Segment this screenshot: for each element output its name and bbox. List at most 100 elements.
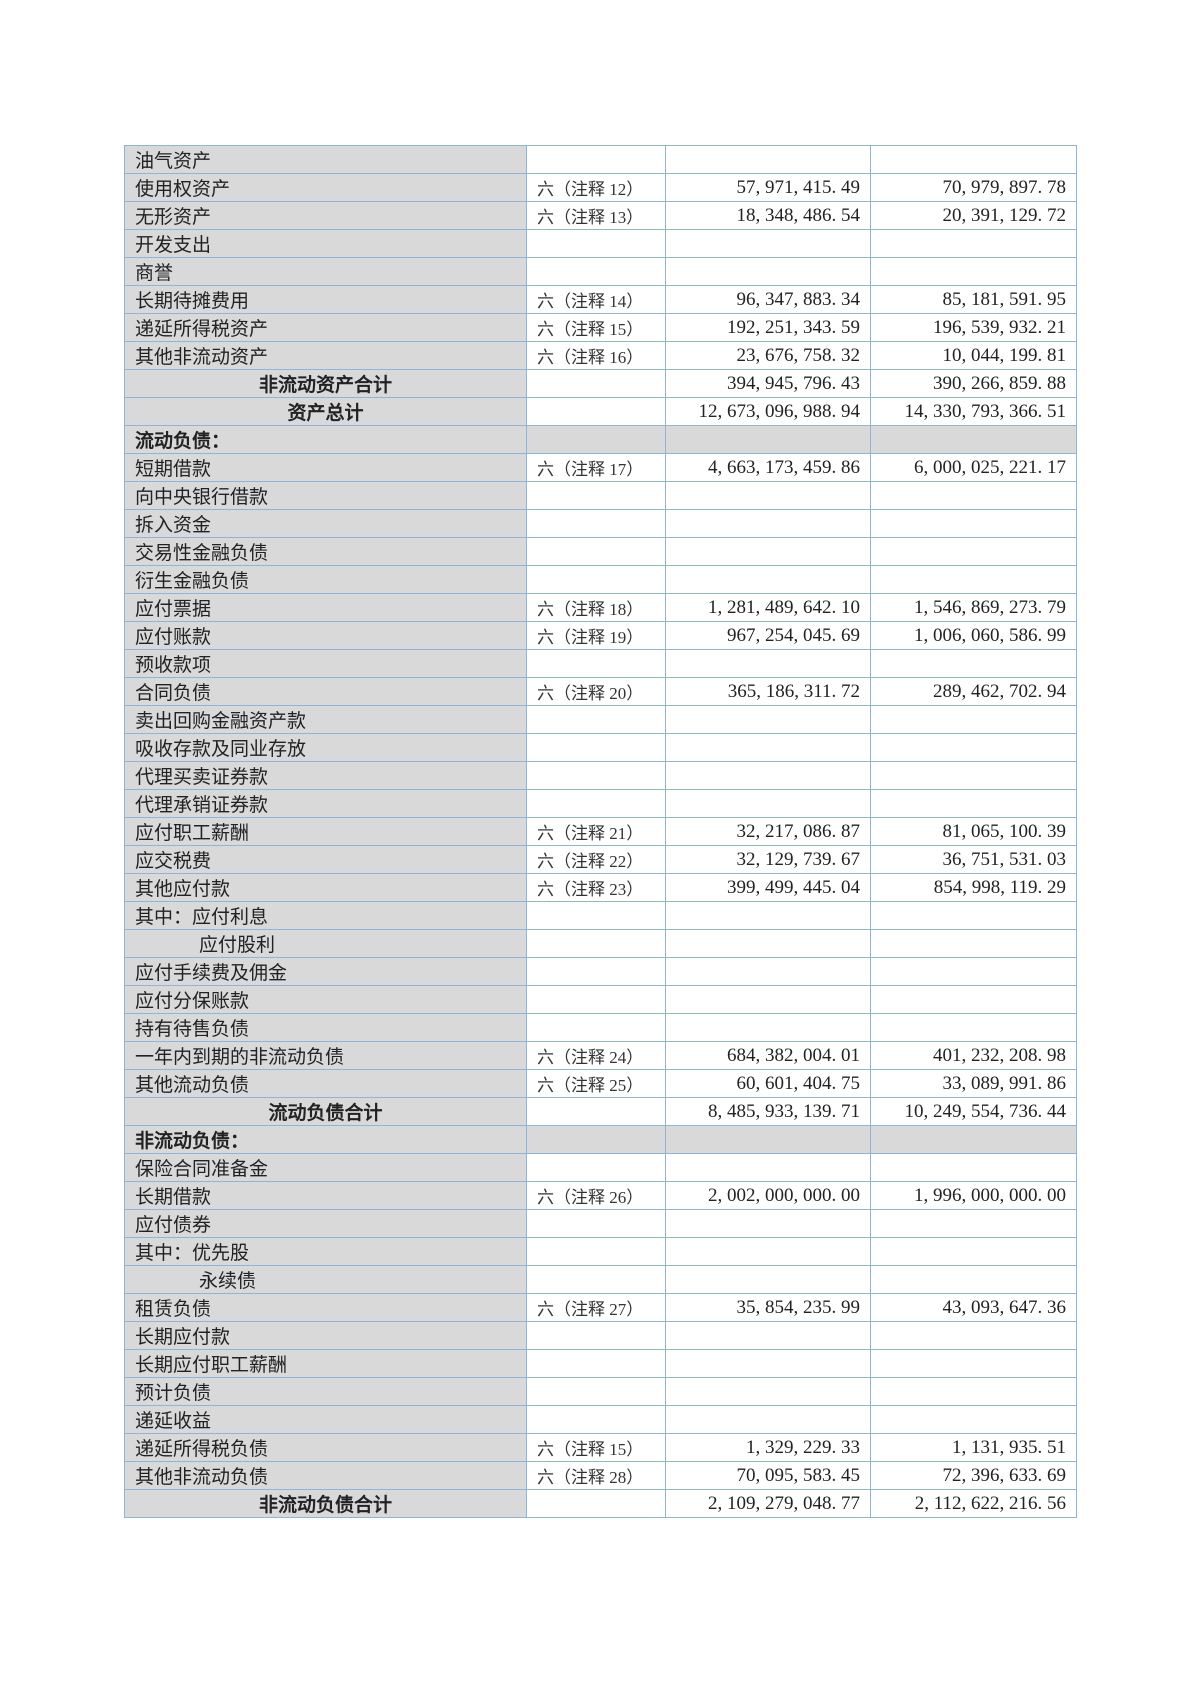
prior-period-amount [870, 649, 1077, 678]
row-label: 持有待售负债 [124, 1013, 527, 1042]
note-reference [526, 537, 666, 566]
current-period-amount [665, 1209, 871, 1238]
row-label: 其他应付款 [124, 873, 527, 902]
current-period-amount: 1, 329, 229. 33 [665, 1433, 871, 1462]
current-period-amount: 1, 281, 489, 642. 10 [665, 593, 871, 622]
section-header-row: 流动负债： [124, 425, 1077, 454]
prior-period-amount [870, 1321, 1077, 1350]
prior-period-amount [870, 1237, 1077, 1266]
current-period-amount: 60, 601, 404. 75 [665, 1069, 871, 1098]
current-period-amount [665, 425, 871, 454]
current-period-amount: 18, 348, 486. 54 [665, 201, 871, 230]
note-reference: 六（注释 24） [526, 1041, 666, 1070]
note-reference: 六（注释 19） [526, 621, 666, 650]
prior-period-amount: 33, 089, 991. 86 [870, 1069, 1077, 1098]
row-label: 其他非流动负债 [124, 1461, 527, 1490]
note-reference [526, 369, 666, 398]
prior-period-amount [870, 1405, 1077, 1434]
row-label: 无形资产 [124, 201, 527, 230]
current-period-amount [665, 789, 871, 818]
table-row: 短期借款 六（注释 17） 4, 663, 173, 459. 86 6, 000, … [124, 453, 1077, 482]
row-label: 商誉 [124, 257, 527, 286]
table-row: 预收款项 [124, 649, 1077, 678]
table-row: 商誉 [124, 257, 1077, 286]
prior-period-amount: 43, 093, 647. 36 [870, 1293, 1077, 1322]
current-period-amount [665, 1265, 871, 1294]
note-reference [526, 1013, 666, 1042]
table-row: 其他非流动资产 六（注释 16） 23, 676, 758. 32 10, 044, … [124, 341, 1077, 370]
note-reference [526, 789, 666, 818]
table-row: 无形资产 六（注释 13） 18, 348, 486. 54 20, 391, 129… [124, 201, 1077, 230]
table-row: 应付手续费及佣金 [124, 957, 1077, 986]
current-period-amount [665, 901, 871, 930]
row-label: 租赁负债 [124, 1293, 527, 1322]
row-label: 吸收存款及同业存放 [124, 733, 527, 762]
row-label: 衍生金融负债 [124, 565, 527, 594]
prior-period-amount [870, 985, 1077, 1014]
current-period-amount: 192, 251, 343. 59 [665, 313, 871, 342]
row-label: 流动负债： [124, 425, 527, 454]
current-period-amount [665, 145, 871, 174]
current-period-amount: 394, 945, 796. 43 [665, 369, 871, 398]
prior-period-amount [870, 957, 1077, 986]
table-row: 递延所得税负债 六（注释 15） 1, 329, 229. 33 1, 131, 93… [124, 1433, 1077, 1462]
current-period-amount: 32, 129, 739. 67 [665, 845, 871, 874]
table-row: 衍生金融负债 [124, 565, 1077, 594]
balance-sheet-table: 油气资产 使用权资产 六（注释 12） 57, 971, 415. 49 70, 979… [124, 145, 1077, 1518]
note-reference [526, 1321, 666, 1350]
current-period-amount: 32, 217, 086. 87 [665, 817, 871, 846]
prior-period-amount [870, 481, 1077, 510]
prior-period-amount: 390, 266, 859. 88 [870, 369, 1077, 398]
table-row: 预计负债 [124, 1377, 1077, 1406]
prior-period-amount: 1, 006, 060, 586. 99 [870, 621, 1077, 650]
table-row: 持有待售负债 [124, 1013, 1077, 1042]
current-period-amount [665, 1237, 871, 1266]
note-reference: 六（注释 12） [526, 173, 666, 202]
note-reference: 六（注释 18） [526, 593, 666, 622]
prior-period-amount: 81, 065, 100. 39 [870, 817, 1077, 846]
row-label: 其他流动负债 [124, 1069, 527, 1098]
prior-period-amount [870, 929, 1077, 958]
prior-period-amount: 6, 000, 025, 221. 17 [870, 453, 1077, 482]
prior-period-amount [870, 1125, 1077, 1154]
table-row: 长期应付款 [124, 1321, 1077, 1350]
prior-period-amount: 85, 181, 591. 95 [870, 285, 1077, 314]
prior-period-amount: 20, 391, 129. 72 [870, 201, 1077, 230]
prior-period-amount [870, 145, 1077, 174]
table-row: 一年内到期的非流动负债 六（注释 24） 684, 382, 004. 01 401,… [124, 1041, 1077, 1070]
note-reference [526, 565, 666, 594]
current-period-amount [665, 1321, 871, 1350]
current-period-amount [665, 1377, 871, 1406]
row-label: 卖出回购金融资产款 [124, 705, 527, 734]
prior-period-amount [870, 537, 1077, 566]
note-reference [526, 1377, 666, 1406]
prior-period-amount: 2, 112, 622, 216. 56 [870, 1489, 1077, 1518]
table-row: 代理买卖证券款 [124, 761, 1077, 790]
note-reference [526, 229, 666, 258]
table-row: 其他非流动负债 六（注释 28） 70, 095, 583. 45 72, 396, … [124, 1461, 1077, 1490]
row-label: 非流动负债： [124, 1125, 527, 1154]
prior-period-amount [870, 761, 1077, 790]
prior-period-amount: 14, 330, 793, 366. 51 [870, 397, 1077, 426]
total-row: 非流动资产合计 394, 945, 796. 43 390, 266, 859. 8… [124, 369, 1077, 398]
row-label: 短期借款 [124, 453, 527, 482]
prior-period-amount: 289, 462, 702. 94 [870, 677, 1077, 706]
table-row: 其他应付款 六（注释 23） 399, 499, 445. 04 854, 998, … [124, 873, 1077, 902]
row-label: 应付股利 [124, 929, 527, 958]
row-label: 保险合同准备金 [124, 1153, 527, 1182]
table-row: 开发支出 [124, 229, 1077, 258]
table-row: 长期借款 六（注释 26） 2, 002, 000, 000. 00 1, 996, … [124, 1181, 1077, 1210]
current-period-amount [665, 929, 871, 958]
current-period-amount: 57, 971, 415. 49 [665, 173, 871, 202]
current-period-amount [665, 537, 871, 566]
current-period-amount [665, 985, 871, 1014]
total-row: 非流动负债合计 2, 109, 279, 048. 77 2, 112, 622, … [124, 1489, 1077, 1518]
table-row: 吸收存款及同业存放 [124, 733, 1077, 762]
table-row: 长期应付职工薪酬 [124, 1349, 1077, 1378]
row-label: 长期应付款 [124, 1321, 527, 1350]
table-row: 应交税费 六（注释 22） 32, 129, 739. 67 36, 751, 531… [124, 845, 1077, 874]
current-period-amount: 12, 673, 096, 988. 94 [665, 397, 871, 426]
table-row: 永续债 [124, 1265, 1077, 1294]
table-row: 向中央银行借款 [124, 481, 1077, 510]
row-label: 使用权资产 [124, 173, 527, 202]
